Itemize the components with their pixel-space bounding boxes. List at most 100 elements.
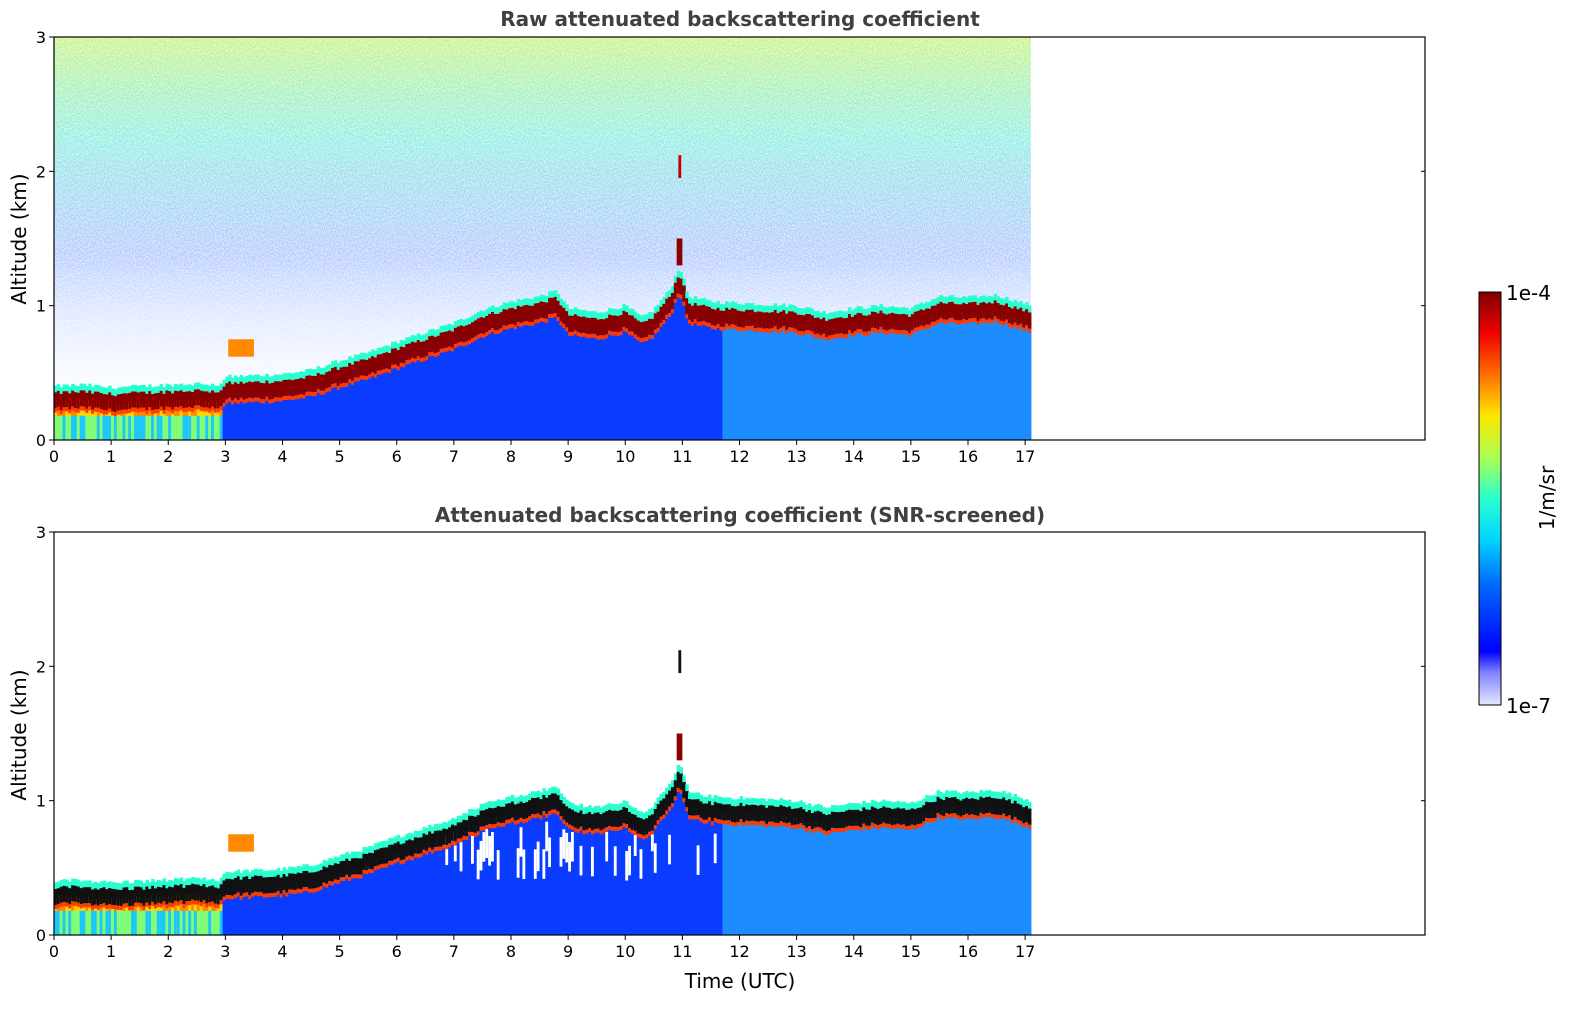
heatmap-layer-base bbox=[748, 821, 752, 826]
heatmap-band-edge bbox=[216, 881, 221, 889]
heatmap-layer-base bbox=[982, 814, 986, 819]
heatmap-column bbox=[462, 829, 466, 935]
heatmap-layer-top bbox=[473, 320, 478, 337]
heatmap-layer-base bbox=[311, 888, 315, 893]
heatmap-band-edge bbox=[785, 800, 789, 808]
heatmap-band-edge bbox=[793, 801, 798, 809]
heatmap-column bbox=[465, 829, 469, 935]
heatmap-layer-base bbox=[599, 830, 603, 835]
heatmap-screened-gap bbox=[565, 832, 569, 863]
heatmap-band-edge bbox=[202, 877, 206, 885]
heatmap-layer-base bbox=[428, 352, 432, 357]
heatmap-layer-top bbox=[713, 309, 718, 326]
heatmap-band-edge bbox=[788, 799, 792, 807]
heatmap-column bbox=[888, 817, 892, 935]
heatmap-layer-top bbox=[99, 888, 104, 905]
heatmap-column bbox=[942, 809, 946, 935]
heatmap-column bbox=[899, 818, 903, 935]
heatmap-layer-base bbox=[136, 902, 141, 907]
heatmap-band-edge bbox=[688, 296, 692, 304]
heatmap-layer-base bbox=[879, 824, 883, 829]
heatmap-layer-top bbox=[542, 301, 546, 319]
heatmap-band-edge bbox=[528, 793, 532, 801]
heatmap-layer-top bbox=[696, 305, 701, 322]
heatmap-column bbox=[265, 886, 269, 935]
heatmap-band-edge bbox=[650, 807, 655, 815]
heatmap-band-edge bbox=[656, 797, 661, 805]
heatmap-column bbox=[885, 816, 889, 935]
heatmap-layer-top bbox=[630, 813, 635, 831]
heatmap-band-edge bbox=[253, 868, 258, 876]
heatmap-layer-top bbox=[482, 317, 486, 334]
heatmap-column bbox=[645, 330, 649, 440]
heatmap-layer-top bbox=[985, 303, 989, 320]
heatmap-column bbox=[331, 874, 335, 935]
heatmap-band-edge bbox=[336, 363, 341, 370]
heatmap-layer-top bbox=[573, 314, 578, 331]
heatmap-column bbox=[665, 803, 669, 935]
heatmap-layer-base bbox=[1002, 321, 1006, 326]
heatmap-band-edge bbox=[348, 854, 352, 861]
heatmap-layer-top bbox=[213, 887, 218, 904]
heatmap-layer-base bbox=[819, 827, 823, 832]
heatmap-layer-base bbox=[793, 824, 798, 829]
heatmap-screened-gap bbox=[533, 849, 538, 879]
heatmap-layer-base bbox=[565, 822, 569, 827]
heatmap-band-edge bbox=[682, 278, 686, 286]
heatmap-layer-top bbox=[428, 336, 432, 353]
heatmap-layer-base bbox=[942, 319, 946, 324]
heatmap-band-edge bbox=[653, 306, 658, 314]
heatmap-layer-base bbox=[936, 319, 941, 324]
heatmap-layer-base bbox=[616, 332, 621, 337]
heatmap-layer-top bbox=[965, 304, 969, 321]
heatmap-layer-top bbox=[808, 314, 812, 331]
heatmap-column bbox=[596, 329, 601, 440]
heatmap-band-edge bbox=[870, 304, 875, 312]
heatmap-layer-base bbox=[442, 348, 446, 353]
heatmap-layer-top bbox=[850, 809, 855, 827]
heatmap-column bbox=[919, 816, 923, 935]
colorbar-min-label: 1e-7 bbox=[1506, 694, 1551, 718]
heatmap-column bbox=[650, 823, 655, 935]
heatmap-layer-base bbox=[930, 321, 935, 326]
heatmap-column bbox=[822, 823, 826, 935]
heatmap-band-edge bbox=[605, 311, 609, 319]
heatmap-layer-base bbox=[293, 890, 298, 895]
heatmap-layer-top bbox=[496, 313, 501, 330]
heatmap-layer-base bbox=[508, 324, 512, 329]
heatmap-layer-base bbox=[248, 397, 252, 402]
heatmap-column-surface bbox=[116, 910, 121, 935]
heatmap-band-edge bbox=[499, 305, 504, 313]
heatmap-layer-top bbox=[453, 327, 458, 344]
heatmap-column bbox=[593, 327, 598, 440]
heatmap-layer-top bbox=[79, 888, 84, 905]
heatmap-layer-base bbox=[482, 826, 486, 831]
heatmap-layer-base bbox=[296, 395, 301, 400]
heatmap-layer-top bbox=[576, 812, 581, 829]
heatmap-layer-base bbox=[399, 362, 404, 367]
heatmap-layer-top bbox=[996, 302, 1001, 320]
heatmap-layer-base bbox=[713, 325, 718, 330]
heatmap-column-surface bbox=[119, 415, 124, 440]
heatmap-column-surface bbox=[153, 910, 158, 935]
heatmap-column bbox=[590, 327, 595, 440]
heatmap-column bbox=[356, 867, 361, 935]
heatmap-layer-top bbox=[273, 381, 278, 398]
heatmap-band-edge bbox=[613, 308, 618, 316]
heatmap-layer-base bbox=[145, 902, 149, 907]
heatmap-column bbox=[493, 323, 498, 440]
heatmap-layer-base bbox=[93, 904, 98, 909]
heatmap-band-edge bbox=[796, 307, 801, 315]
heatmap-band-edge bbox=[830, 312, 835, 319]
heatmap-band-edge bbox=[1013, 299, 1018, 307]
heatmap-column bbox=[802, 324, 806, 440]
heatmap-layer-top bbox=[502, 309, 506, 326]
heatmap-band-edge bbox=[445, 822, 449, 830]
heatmap-layer-base bbox=[810, 829, 815, 834]
heatmap-band-edge bbox=[422, 334, 426, 342]
heatmap-band-edge bbox=[136, 879, 141, 887]
heatmap-column bbox=[282, 883, 286, 935]
heatmap-band-edge bbox=[859, 804, 863, 812]
heatmap-column bbox=[845, 819, 849, 935]
heatmap-band-edge bbox=[530, 299, 535, 306]
